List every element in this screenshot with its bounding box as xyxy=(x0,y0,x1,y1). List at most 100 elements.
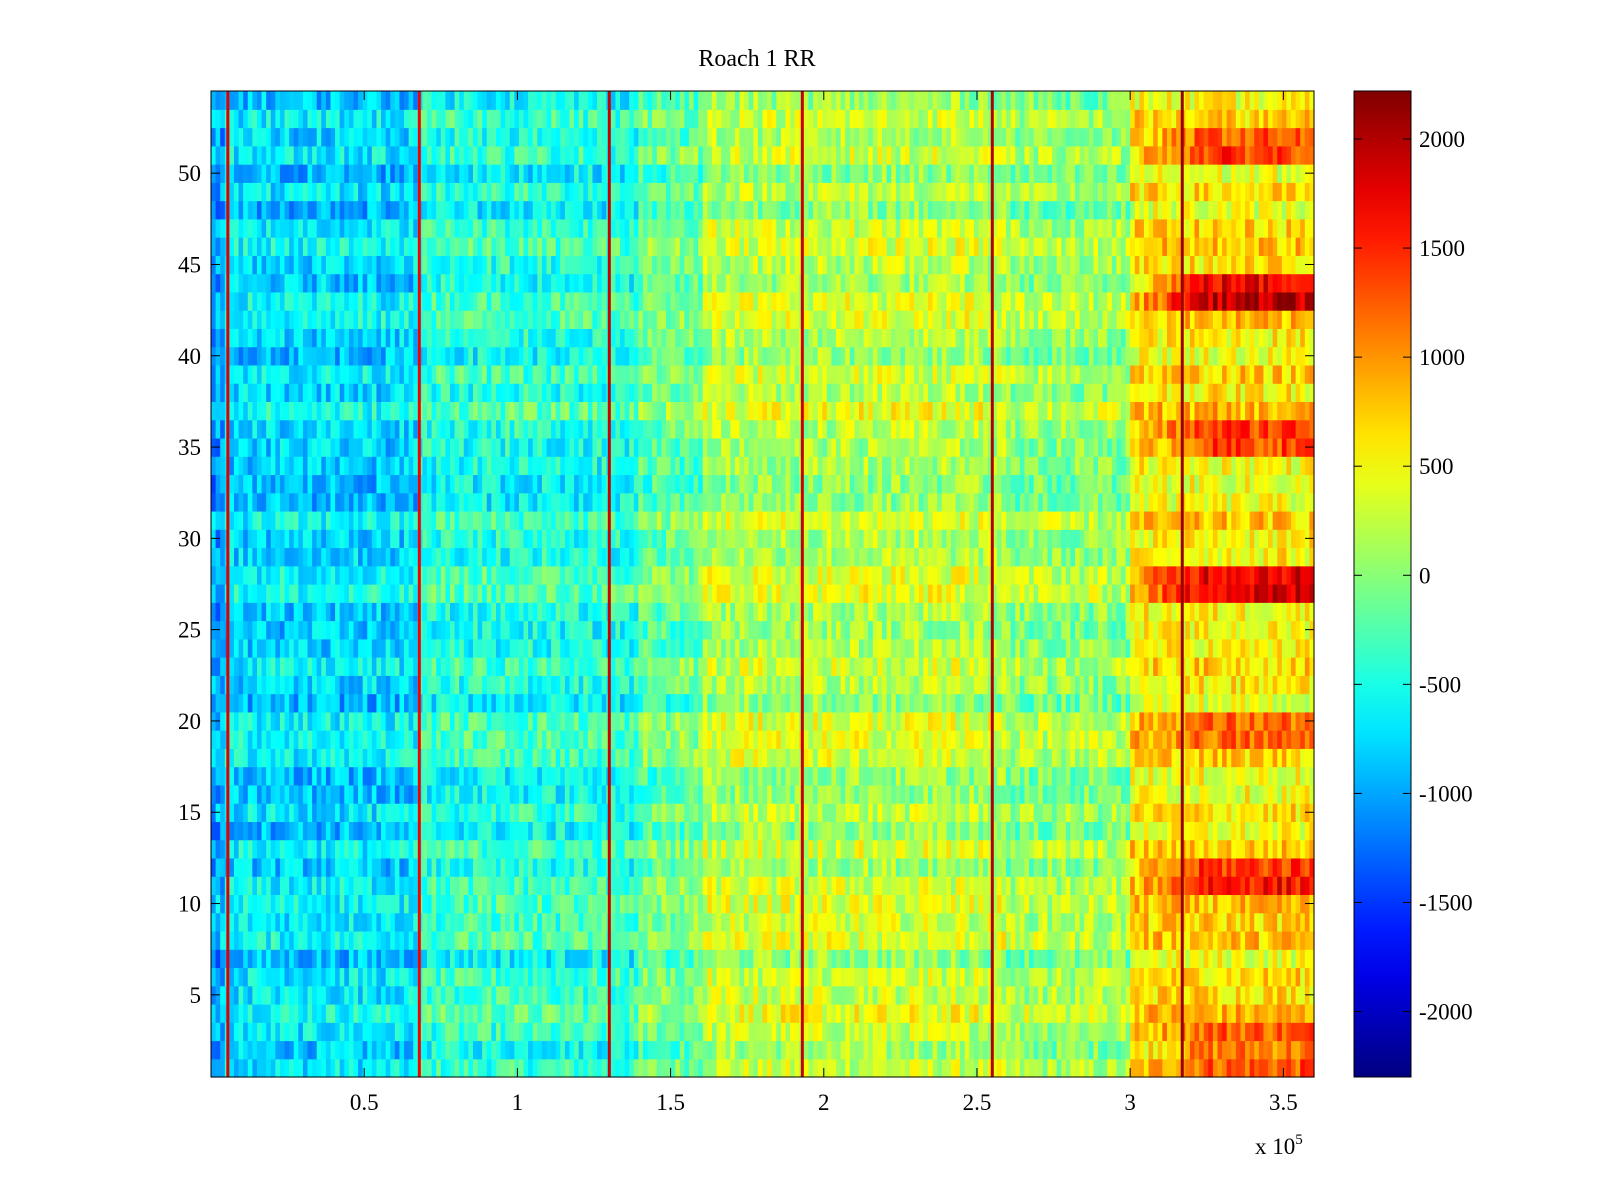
heatmap-cell xyxy=(822,711,828,731)
heatmap-cell xyxy=(1139,985,1145,1005)
heatmap-cell xyxy=(325,967,332,987)
heatmap-cell xyxy=(344,693,350,713)
heatmap-cell xyxy=(1111,1058,1117,1078)
heatmap-cell xyxy=(629,1022,635,1042)
heatmap-cell xyxy=(656,766,662,786)
heatmap-cell xyxy=(1217,839,1223,859)
heatmap-cell xyxy=(587,894,594,914)
heatmap-cell xyxy=(831,1040,837,1060)
heatmap-cell xyxy=(500,839,506,859)
heatmap-cell xyxy=(688,985,695,1005)
heatmap-cell xyxy=(477,949,483,969)
heatmap-cell xyxy=(1309,930,1315,950)
heatmap-cell xyxy=(684,930,690,950)
heatmap-cell xyxy=(950,730,957,749)
heatmap-cell xyxy=(725,748,731,768)
heatmap-cell xyxy=(1079,857,1085,877)
heatmap-cell xyxy=(1084,748,1090,768)
heatmap-cell xyxy=(1038,949,1044,969)
heatmap-cell xyxy=(794,839,800,859)
heatmap-cell xyxy=(537,985,543,1005)
heatmap-cell xyxy=(1042,784,1049,804)
heatmap-cell xyxy=(859,967,865,987)
heatmap-cell xyxy=(293,1058,299,1078)
heatmap-cell xyxy=(881,1003,888,1023)
heatmap-cell xyxy=(358,894,364,914)
heatmap-cell xyxy=(427,1003,433,1023)
heatmap-cell xyxy=(532,912,538,932)
heatmap-cell xyxy=(316,985,322,1005)
heatmap-cell xyxy=(776,821,782,841)
heatmap-cell xyxy=(298,876,304,896)
heatmap-cell xyxy=(721,839,727,859)
heatmap-cell xyxy=(1061,1040,1067,1060)
heatmap-cell xyxy=(551,730,557,749)
heatmap-cell xyxy=(482,967,488,987)
heatmap-cell xyxy=(620,912,626,932)
heatmap-cell xyxy=(252,766,258,786)
heatmap-cell xyxy=(868,1040,874,1060)
heatmap-cell xyxy=(748,1003,754,1023)
heatmap-cell xyxy=(1033,839,1039,859)
heatmap-cell xyxy=(721,1058,727,1078)
heatmap-cell xyxy=(463,1058,469,1078)
heatmap-cell xyxy=(983,766,989,786)
heatmap-cell xyxy=(900,912,906,932)
heatmap-cell xyxy=(330,894,336,914)
heatmap-cell xyxy=(1148,1003,1154,1023)
heatmap-cell xyxy=(1143,949,1150,969)
heatmap-cell xyxy=(629,857,635,877)
heatmap-cell xyxy=(1263,1022,1269,1042)
heatmap-cell xyxy=(413,930,419,950)
heatmap-cell xyxy=(399,949,405,969)
heatmap-cell xyxy=(518,748,525,768)
heatmap-cell xyxy=(1001,857,1007,877)
heatmap-row xyxy=(211,730,1315,749)
heatmap-cell xyxy=(937,821,943,841)
heatmap-cell xyxy=(266,930,272,950)
heatmap-cell xyxy=(826,1003,833,1023)
heatmap-cell xyxy=(1189,1040,1196,1060)
heatmap-cell xyxy=(523,766,529,786)
heatmap-cell xyxy=(1116,930,1122,950)
heatmap-cell xyxy=(1001,912,1007,932)
heatmap-cell xyxy=(652,1022,658,1042)
heatmap-cell xyxy=(1268,1058,1274,1078)
heatmap-cell xyxy=(711,766,718,786)
heatmap-cell xyxy=(1263,1040,1269,1060)
heatmap-cell xyxy=(633,748,640,768)
heatmap-cell xyxy=(298,784,304,804)
heatmap-cell xyxy=(500,784,506,804)
heatmap-cell xyxy=(1098,967,1104,987)
heatmap-cell xyxy=(348,839,355,859)
heatmap-cell xyxy=(284,912,290,932)
heatmap-cell xyxy=(211,1040,217,1060)
heatmap-cell xyxy=(518,711,525,731)
heatmap-cell xyxy=(702,803,708,822)
heatmap-cell xyxy=(840,930,846,950)
heatmap-cell xyxy=(1277,1058,1283,1078)
heatmap-cell xyxy=(1249,857,1255,877)
heatmap-cell xyxy=(794,730,800,749)
heatmap-cell xyxy=(1038,1040,1044,1060)
heatmap-cell xyxy=(256,821,263,841)
heatmap-cell xyxy=(780,693,787,713)
heatmap-cell xyxy=(1171,821,1177,841)
heatmap-cell xyxy=(918,1003,924,1023)
heatmap-cell xyxy=(348,1058,355,1078)
heatmap-cell xyxy=(753,784,759,804)
heatmap-cell xyxy=(413,1022,419,1042)
heatmap-cell xyxy=(491,693,497,713)
heatmap-cell xyxy=(1166,985,1173,1005)
heatmap-cell xyxy=(978,748,984,768)
heatmap-cell xyxy=(436,693,442,713)
heatmap-cell xyxy=(1286,803,1292,822)
heatmap-cell xyxy=(601,894,607,914)
heatmap-cell xyxy=(665,985,672,1005)
heatmap-cell xyxy=(1194,1040,1200,1060)
heatmap-cell xyxy=(325,985,332,1005)
heatmap-cell xyxy=(711,748,718,768)
heatmap-cell xyxy=(284,876,290,896)
heatmap-cell xyxy=(748,912,754,932)
heatmap-cell xyxy=(307,1022,313,1042)
